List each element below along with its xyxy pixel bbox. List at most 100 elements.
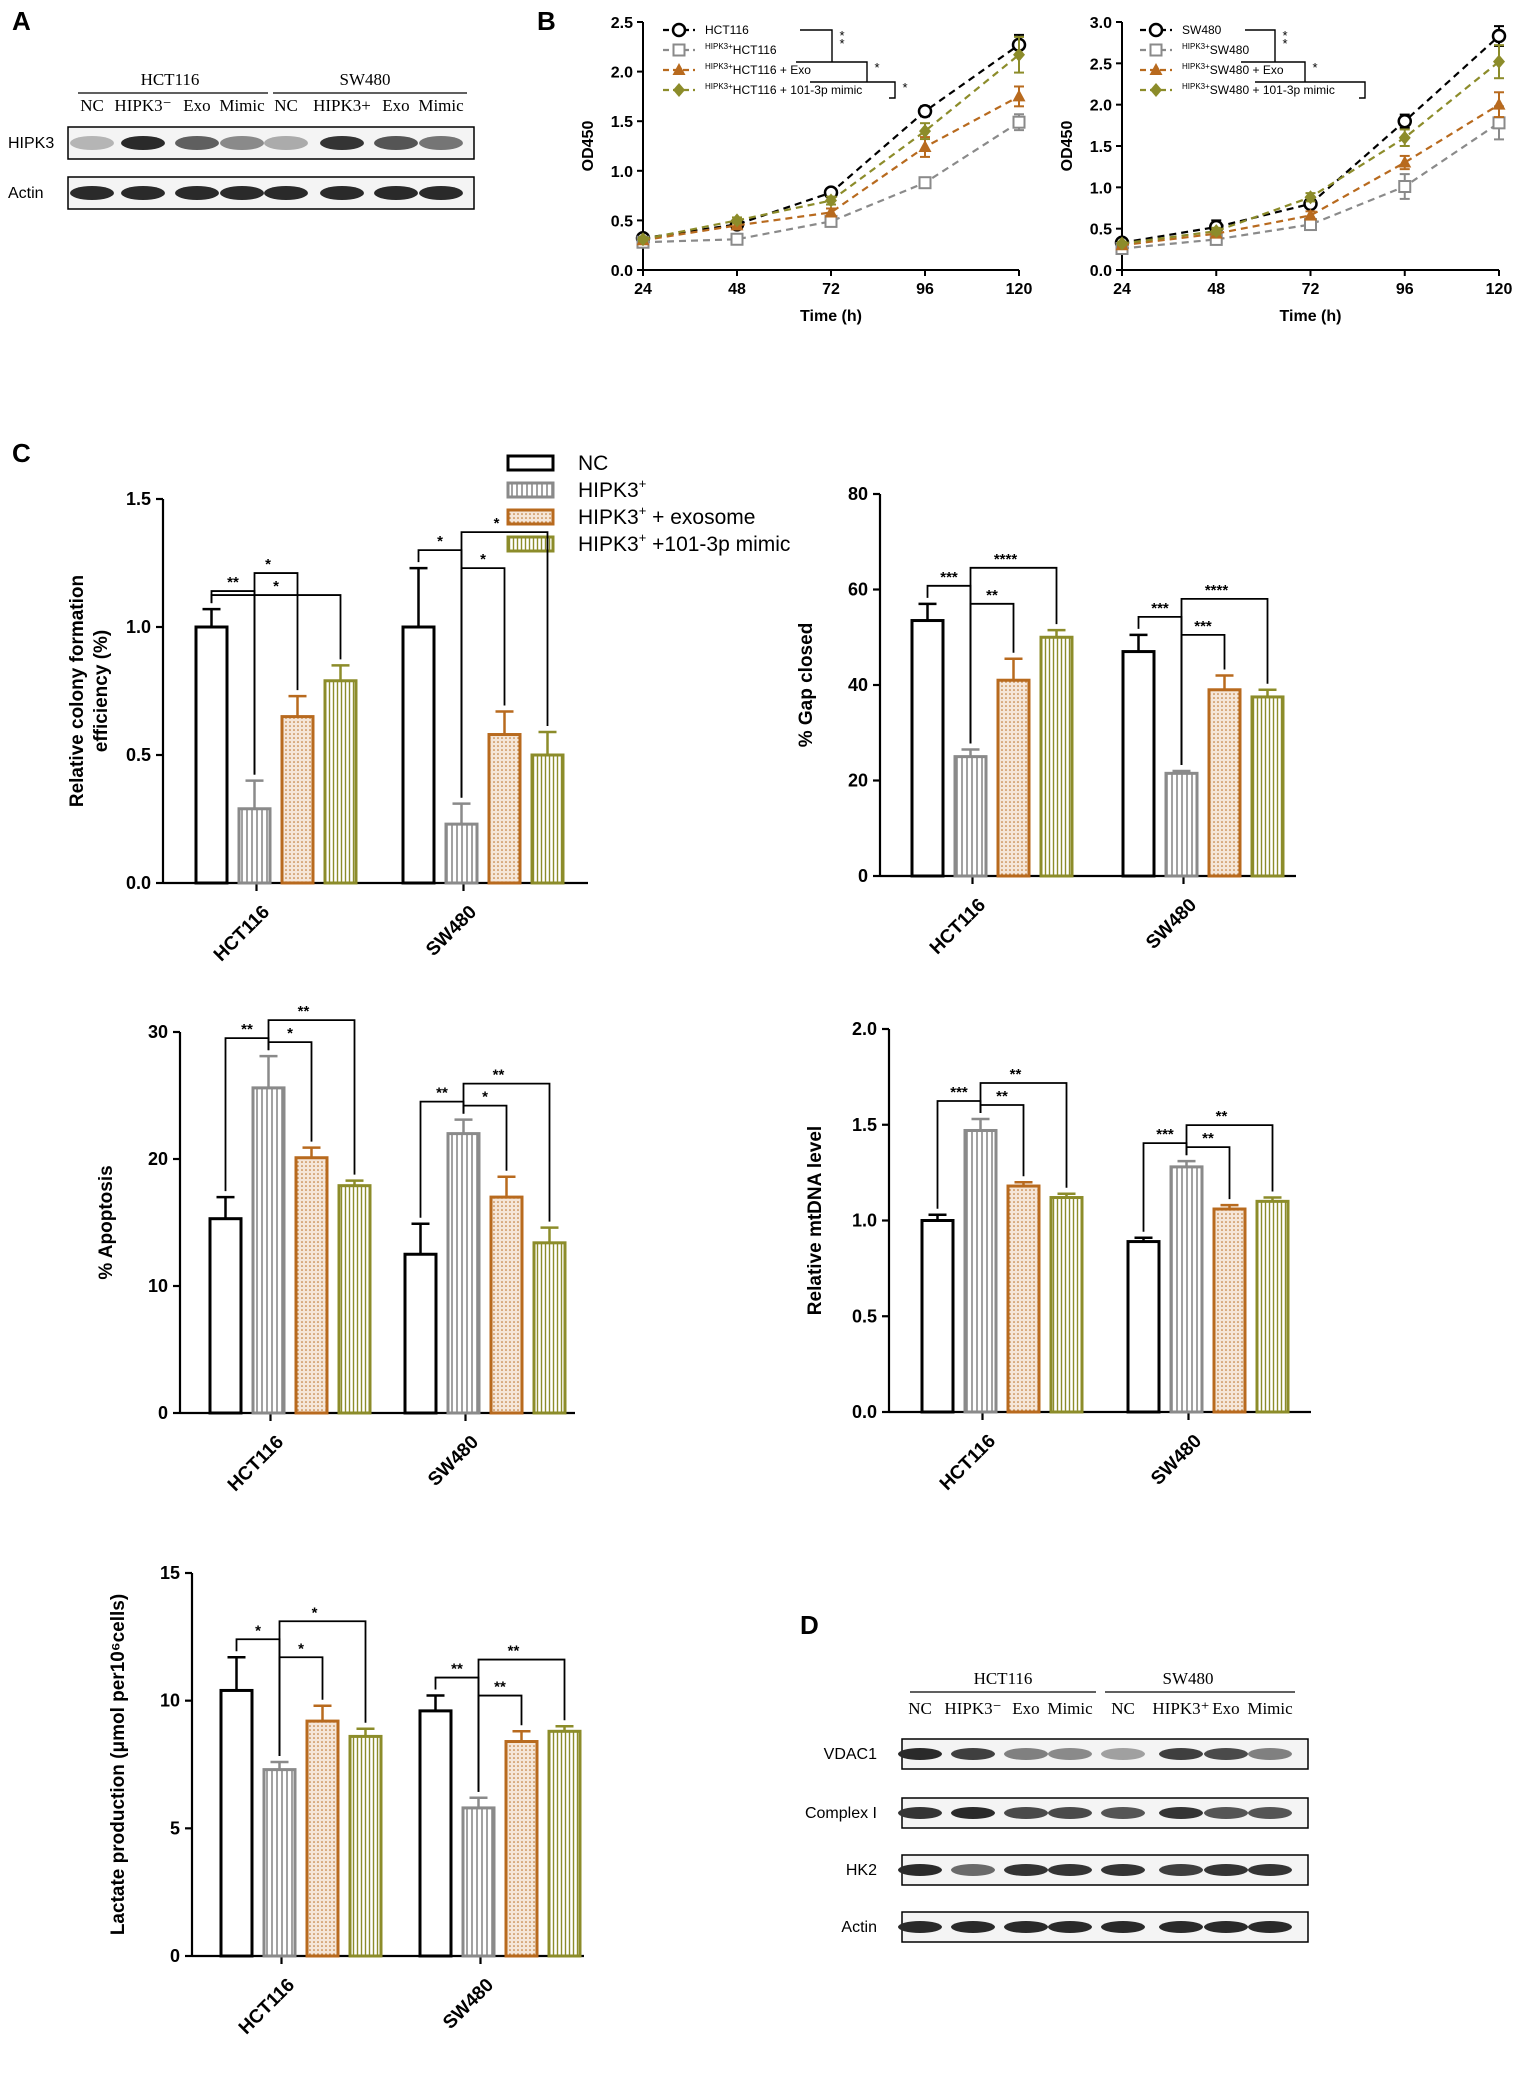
marker-square xyxy=(1492,116,1506,130)
x-tick-label: 48 xyxy=(1207,281,1225,298)
group-label-hct116: HCT116 xyxy=(141,70,200,89)
x-tick-label: 72 xyxy=(1302,281,1320,298)
y-tick-label: 0.5 xyxy=(1090,222,1112,239)
blot-band xyxy=(320,186,364,200)
marker-diamond xyxy=(1116,236,1128,251)
marker-circle xyxy=(1397,113,1412,129)
legend-text: HIPK3 xyxy=(578,479,639,502)
blot-band xyxy=(1101,1864,1145,1876)
y-tick-label: 1.0 xyxy=(852,1211,877,1231)
lane-label: HIPK3⁻ xyxy=(944,1699,1001,1718)
sig-bracket xyxy=(1245,29,1276,62)
legend-label: HIPK3+SW480 + Exo xyxy=(1182,62,1284,77)
marker-triangle xyxy=(1304,208,1317,221)
lane-label: HIPK3⁻ xyxy=(114,96,171,115)
blot-band xyxy=(374,136,418,150)
legend-label: HCT116 xyxy=(705,23,749,37)
legend-name: HCT116 xyxy=(705,23,749,37)
bar xyxy=(1212,1207,1247,1414)
lane-label: Exo xyxy=(1012,1699,1039,1718)
marker-square xyxy=(730,232,744,246)
bar xyxy=(446,1132,481,1415)
bar xyxy=(262,1768,297,1958)
sig-star: ** xyxy=(1202,1130,1214,1147)
bar xyxy=(910,619,945,878)
sig-star: *** xyxy=(940,569,958,586)
bar xyxy=(487,733,522,885)
y-tick-label: 40 xyxy=(848,675,868,695)
sig-star: ** xyxy=(451,1661,463,1678)
marker-diamond xyxy=(731,213,743,228)
y-tick-label: 20 xyxy=(848,771,868,791)
blot-band xyxy=(1048,1921,1092,1933)
y-tick-label: 10 xyxy=(148,1276,168,1296)
blot-band xyxy=(1204,1807,1248,1819)
legend-label: HIPK3+ xyxy=(578,476,646,502)
row-label-hipk3: HIPK3 xyxy=(8,135,54,152)
legend-rest: +101-3p mimic xyxy=(646,533,790,556)
blot-band xyxy=(1004,1864,1048,1876)
bar xyxy=(1126,1240,1161,1414)
legend-text: NC xyxy=(578,452,608,475)
y-tick-label: 1.5 xyxy=(1090,139,1112,156)
sig-bracket xyxy=(477,1658,566,1792)
sig-star: ** xyxy=(493,1067,505,1084)
sig-star: * xyxy=(902,80,907,95)
legend-label: HIPK3+SW480 + 101-3p mimic xyxy=(1182,82,1335,97)
y-axis-title: % Gap closed xyxy=(796,623,817,748)
x-tick-label: 72 xyxy=(822,281,840,298)
blot-band xyxy=(1248,1864,1292,1876)
sig-star: * xyxy=(874,60,879,75)
legend-swatch xyxy=(506,454,555,472)
sig-star: * xyxy=(312,1604,318,1621)
lane-label: Mimic xyxy=(1047,1699,1093,1718)
blot-band xyxy=(1101,1807,1145,1819)
sig-bracket xyxy=(253,572,299,775)
y-tick-label: 5 xyxy=(170,1818,180,1838)
bar xyxy=(337,1184,372,1415)
blot-band xyxy=(1159,1807,1203,1819)
lane-label: NC xyxy=(908,1699,932,1718)
panel-label-a: A xyxy=(12,6,31,36)
marker-circle xyxy=(1148,22,1164,38)
x-tick-label: SW480 xyxy=(1142,895,1201,954)
blot-band xyxy=(1004,1921,1048,1933)
y-tick-label: 20 xyxy=(148,1149,168,1169)
bar xyxy=(1250,695,1285,878)
bar xyxy=(403,1252,438,1415)
colony-formation-chart: 0.0 0.5 1.0 1.5 Relative colony formation eff… xyxy=(67,489,588,966)
legend-swatch xyxy=(506,535,555,553)
sig-star: ** xyxy=(298,1003,310,1020)
y-tick-label: 1.0 xyxy=(611,164,633,181)
group-label-hct116: HCT116 xyxy=(974,1669,1033,1688)
bar xyxy=(1164,771,1199,878)
sig-bracket xyxy=(796,61,868,82)
marker-triangle xyxy=(1012,89,1026,102)
legend-text: HIPK3 xyxy=(578,533,639,556)
marker-circle xyxy=(917,104,933,119)
series-line xyxy=(1121,103,1500,247)
sig-bracket xyxy=(969,566,1058,744)
y-axis-title: Lactate production (μmol per10⁶cells) xyxy=(108,1594,129,1935)
sig-bracket xyxy=(800,29,833,62)
bar xyxy=(963,1128,998,1414)
blot-band xyxy=(1048,1807,1092,1819)
lane-label: Exo xyxy=(183,96,210,115)
blot-band xyxy=(419,136,463,150)
legend-sup: + xyxy=(639,530,647,545)
sig-bracket xyxy=(979,1082,1068,1188)
sig-bracket xyxy=(460,531,549,798)
legend-text: HIPK3 xyxy=(578,506,639,529)
y-tick-label: 2.0 xyxy=(611,65,633,82)
sig-star: * xyxy=(839,28,844,43)
legend-label: HIPK3+ + exosome xyxy=(578,503,755,529)
sig-star: ** xyxy=(508,1643,520,1660)
legend-swatch xyxy=(506,508,555,526)
mtdna-chart: 0.0 0.5 1.0 1.5 2.0 Relative mtDNA level HCT11… xyxy=(805,1019,1311,1495)
sig-star: ** xyxy=(436,1085,448,1102)
x-tick-label: SW480 xyxy=(424,1432,483,1491)
x-tick-label: HCT116 xyxy=(936,1431,1000,1495)
y-tick-label: 0.5 xyxy=(611,213,633,230)
marker-triangle xyxy=(824,205,838,218)
bar xyxy=(1039,635,1074,878)
